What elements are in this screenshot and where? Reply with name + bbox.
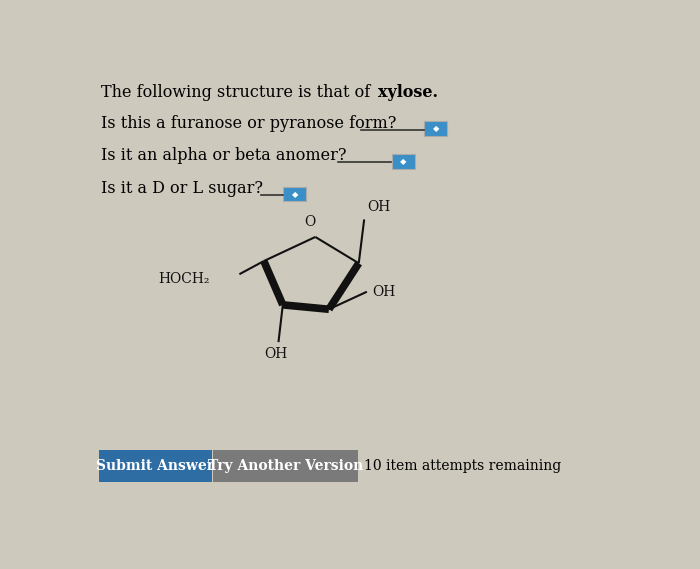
Text: O: O — [304, 215, 316, 229]
Text: OH: OH — [367, 200, 390, 214]
FancyBboxPatch shape — [392, 154, 414, 168]
Text: 10 item attempts remaining: 10 item attempts remaining — [364, 459, 561, 473]
Text: OH: OH — [264, 347, 288, 361]
FancyBboxPatch shape — [424, 121, 447, 136]
Text: ◆: ◆ — [433, 124, 439, 133]
FancyBboxPatch shape — [213, 450, 358, 482]
Text: OH: OH — [372, 284, 396, 299]
FancyBboxPatch shape — [284, 187, 306, 201]
Text: The following structure is that of: The following structure is that of — [101, 84, 375, 101]
Text: Is this a furanose or pyranose form?: Is this a furanose or pyranose form? — [101, 114, 396, 131]
Text: HOCH₂: HOCH₂ — [158, 271, 209, 286]
Text: Is it an alpha or beta anomer?: Is it an alpha or beta anomer? — [101, 147, 346, 164]
Text: Try Another Version: Try Another Version — [208, 459, 363, 473]
Text: xylose.: xylose. — [378, 84, 438, 101]
Text: Submit Answer: Submit Answer — [97, 459, 214, 473]
Text: ◆: ◆ — [291, 189, 298, 199]
FancyBboxPatch shape — [99, 450, 211, 482]
Text: Is it a D or L sugar?: Is it a D or L sugar? — [101, 180, 263, 197]
Text: ◆: ◆ — [400, 156, 407, 166]
